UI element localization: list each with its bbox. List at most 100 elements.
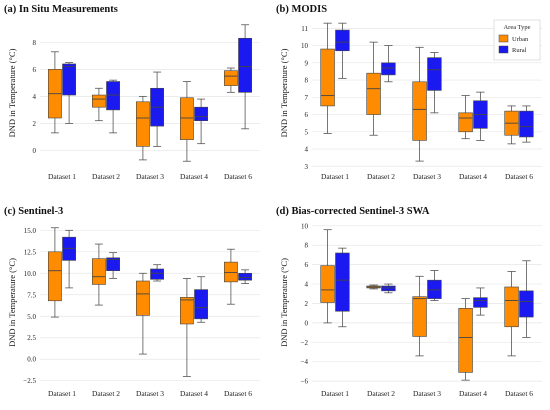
box-urban [224,248,238,305]
y-axis-label: DND in Temperature (°C) [7,258,17,347]
y-tick-label: 2 [33,120,37,128]
y-tick-label: 5.0 [27,313,36,321]
iqr-box [136,280,150,316]
x-tick-label: Dataset 6 [224,172,252,181]
y-tick-label: 4 [33,93,37,101]
box-urban [92,243,106,306]
x-tick-label: Dataset 1 [321,172,349,181]
y-tick-label: 2 [305,300,309,308]
iqr-box [427,57,442,91]
box-rural [106,252,120,279]
box-urban [366,41,381,136]
box-rural [427,270,442,301]
box-urban [412,275,427,357]
x-tick-label: Dataset 3 [413,172,441,181]
box-urban [136,272,150,355]
panel-4: (d) Bias-corrected Sentinel-3 SWA DND in … [276,206,542,398]
panel-title: (a) In Situ Measurements [4,4,118,15]
box-rural [519,260,534,338]
y-tick-label: −2 [301,339,309,347]
iqr-box [92,94,106,108]
y-tick-label: 4 [305,281,309,289]
iqr-box [106,81,120,111]
y-tick-label: 5 [305,128,309,136]
iqr-box [427,279,442,299]
x-tick-label: Dataset 2 [92,172,120,181]
y-tick-label: 6 [305,111,309,119]
iqr-box [180,97,194,140]
y-tick-label: 4 [305,146,309,154]
iqr-box [194,289,208,320]
panel-3: (c) Sentinel-3 DND in Temperature (°C) −2.… [4,206,260,398]
iqr-box [238,272,252,281]
x-tick-label: Dataset 2 [367,172,395,181]
x-tick-label: Dataset 4 [180,389,208,398]
box-urban [366,284,381,290]
legend-title: Area Type [503,24,530,31]
legend: Area Type Urban Rural [493,19,541,61]
y-tick-label: 9 [305,59,309,67]
iqr-box [335,29,350,52]
y-tick-label: −4 [301,358,309,366]
panel-title: (b) MODIS [276,4,327,15]
box-urban [47,51,62,134]
y-tick-label: 12.5 [24,248,37,256]
y-tick-label: 7 [305,94,309,102]
iqr-box [381,62,396,76]
box-rural [335,22,350,79]
y-tick-label: 8 [33,39,37,47]
x-tick-label: Dataset 3 [413,389,441,398]
box-urban [92,87,106,122]
x-tick-label: Dataset 3 [136,389,164,398]
iqr-box [473,297,488,308]
panel-2: (b) MODIS DND in Temperature (°C) 3 4 5 6 7 8 9 1… [276,4,542,181]
box-urban [224,67,238,93]
box-rural [381,283,396,294]
x-tick-label: Dataset 1 [48,389,76,398]
box-rural [62,62,76,124]
y-axis-label: DND in Temperature (°C) [279,258,289,347]
y-tick-label: 11 [301,25,308,33]
legend-label-urban: Urban [512,36,529,43]
y-tick-label: 0 [305,319,309,327]
x-tick-label: Dataset 6 [505,389,533,398]
box-rural [238,24,252,130]
x-tick-label: Dataset 1 [321,389,349,398]
y-axis-label: DND in Temperature (°C) [279,48,289,137]
box-rural [150,264,164,282]
iqr-box [106,257,120,272]
iqr-box [224,70,238,86]
iqr-box [62,63,76,96]
iqr-box [504,286,519,328]
legend-swatch-rural [498,45,509,54]
y-tick-label: 15.0 [24,227,37,235]
y-tick-label: 0.0 [27,356,36,364]
box-rural [194,98,208,145]
x-tick-label: Dataset 4 [459,389,487,398]
y-tick-label: 8 [305,77,309,85]
x-tick-label: Dataset 2 [367,389,395,398]
box-rural [381,45,396,83]
panel-1: (a) In Situ Measurements DND in Temperatu… [4,4,260,181]
box-urban [504,105,519,145]
box-urban [136,95,150,161]
iqr-box [412,81,427,141]
iqr-box [381,285,396,292]
box-urban [47,227,62,318]
iqr-box [194,106,208,122]
box-rural [150,71,164,147]
iqr-box [458,308,473,373]
iqr-box [519,110,534,138]
y-tick-label: −2.5 [23,377,36,385]
x-tick-label: Dataset 4 [459,172,487,181]
box-urban [458,95,473,140]
iqr-box [320,265,335,303]
box-rural [519,105,534,143]
y-tick-label: 3 [305,163,309,171]
y-tick-label: 10 [301,42,309,50]
box-rural [335,247,350,328]
iqr-box [180,297,194,325]
box-urban [320,22,335,134]
box-urban [320,229,335,324]
